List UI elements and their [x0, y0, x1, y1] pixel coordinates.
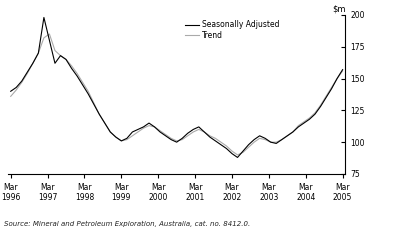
Text: $m: $m	[332, 4, 345, 13]
Legend: Seasonally Adjusted, Trend: Seasonally Adjusted, Trend	[183, 19, 281, 42]
Text: Source: Mineral and Petroleum Exploration, Australia, cat. no. 8412.0.: Source: Mineral and Petroleum Exploratio…	[4, 221, 250, 227]
